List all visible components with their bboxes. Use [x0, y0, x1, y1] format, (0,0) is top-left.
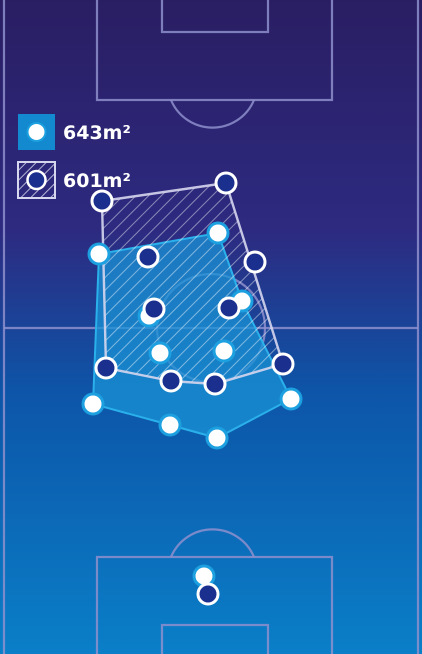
legend: 643m² 601m² — [17, 114, 131, 199]
bottom-penalty-box — [95, 555, 334, 654]
team-a-player — [87, 242, 111, 266]
team-b-players — [90, 171, 295, 606]
team-b-player — [90, 189, 114, 213]
team-a-player — [279, 387, 303, 411]
bottom-penalty-arc — [169, 528, 256, 558]
team-a-area-label: 643m² — [63, 122, 131, 144]
team-a-player — [205, 426, 229, 450]
top-penalty-arc — [169, 99, 256, 129]
team-b-player — [203, 372, 227, 396]
team-b-player — [136, 245, 160, 269]
white-dot-icon — [26, 122, 47, 142]
team-b-player — [214, 171, 238, 195]
team-a-player — [148, 341, 172, 365]
bottom-goal-box — [160, 623, 270, 654]
team-b-player — [271, 352, 295, 376]
team-a-player — [81, 392, 105, 416]
top-penalty-box — [95, 0, 334, 102]
team-b-area-label: 601m² — [63, 170, 131, 192]
team-a-players — [81, 221, 303, 588]
team-b-player — [142, 297, 166, 321]
team-a-player — [212, 339, 236, 363]
top-goal-box — [160, 0, 270, 34]
team-a-player — [158, 413, 182, 437]
team-b-player — [217, 296, 241, 320]
team-a-player — [206, 221, 230, 245]
navy-dot-icon — [26, 169, 47, 191]
team-b-player — [94, 356, 118, 380]
team-b-goalkeeper — [196, 582, 220, 606]
team-b-player — [243, 250, 267, 274]
team-b-player — [159, 369, 183, 393]
legend-item-team-b: 601m² — [17, 161, 131, 199]
legend-item-team-a: 643m² — [18, 114, 131, 150]
